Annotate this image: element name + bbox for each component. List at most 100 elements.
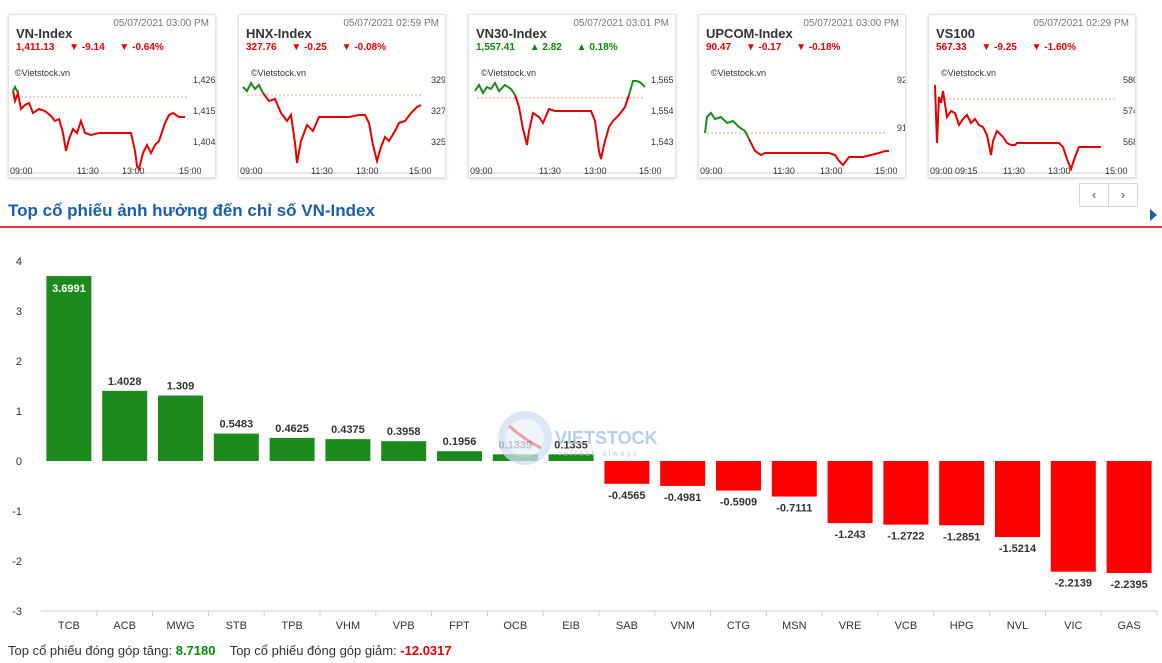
bar-eib — [548, 454, 594, 461]
data-label: 3.6991 — [52, 283, 86, 295]
card-value: 567.33 — [936, 42, 967, 53]
footer-up-label: Top cổ phiếu đóng góp tăng: — [8, 643, 173, 658]
category-label: STB — [226, 620, 247, 632]
bar-vic — [1050, 461, 1096, 572]
card-name: HNX-Index — [246, 26, 312, 41]
bar-sab — [604, 461, 650, 484]
data-label: -0.5909 — [720, 497, 757, 509]
y-tick: 568 — [1123, 137, 1135, 147]
mini-chart: ©Vietstock.vn 329 327 325 09:00 11:30 13… — [240, 68, 445, 176]
index-card-vs100[interactable]: 05/07/2021 02:29 PM VS100 567.33 ▼ -9.25… — [928, 14, 1136, 178]
card-change: ▼ -9.14 — [69, 42, 105, 53]
y-tick: 1,565 — [651, 75, 674, 85]
y-tick-label: 0 — [16, 456, 22, 468]
data-label: 0.1339 — [498, 439, 532, 451]
card-values: 327.76 ▼ -0.25 ▼ -0.08% — [246, 42, 398, 53]
data-label: 0.3958 — [387, 426, 421, 438]
footer-down-label: Top cổ phiếu đóng góp giảm: — [229, 643, 397, 658]
expand-arrow-icon[interactable] — [1150, 209, 1157, 221]
bar-gas — [1106, 461, 1152, 573]
footer-up-value: 8.7180 — [175, 643, 216, 658]
bar-stb — [213, 433, 259, 461]
card-value: 1,557.41 — [476, 42, 515, 53]
y-tick: 574 — [1123, 106, 1135, 116]
data-label: 0.5483 — [219, 419, 253, 431]
card-timestamp: 05/07/2021 03:00 PM — [803, 18, 899, 29]
card-value: 327.76 — [246, 42, 277, 53]
y-tick: 91 — [897, 123, 905, 133]
mini-chart: ©Vietstock.vn 92 91 09:00 11:30 13:00 15… — [700, 68, 905, 176]
data-label: 1.4028 — [108, 376, 142, 388]
card-values: 90.47 ▼ -0.17 ▼ -0.18% — [706, 42, 852, 53]
index-card-vn30index[interactable]: 05/07/2021 03:01 PM VN30-Index 1,557.41 … — [468, 14, 676, 178]
x-tick: 11:30 — [311, 166, 333, 176]
title-divider — [0, 226, 1162, 228]
category-label: FPT — [449, 620, 470, 632]
data-label: 0.1956 — [443, 436, 477, 448]
card-name: VS100 — [936, 26, 976, 41]
card-name: VN-Index — [16, 26, 73, 41]
card-timestamp: 05/07/2021 03:00 PM — [113, 18, 209, 29]
category-label: VPB — [393, 620, 415, 632]
bar-nvl — [995, 461, 1040, 538]
carousel-next-button[interactable]: › — [1108, 183, 1138, 207]
y-tick: 329 — [431, 75, 445, 85]
carousel-prev-button[interactable]: ‹ — [1079, 183, 1109, 207]
bar-fpt — [437, 451, 482, 461]
data-label: -2.2395 — [1110, 579, 1147, 591]
card-pct: ▼ -0.64% — [119, 42, 164, 53]
card-change: ▼ -0.17 — [745, 42, 782, 53]
card-name: VN30-Index — [476, 26, 547, 41]
y-tick-label: 4 — [16, 256, 22, 268]
index-card-vnindex[interactable]: 05/07/2021 03:00 PM VN-Index 1,411.13 ▼ … — [8, 14, 216, 178]
data-label: 0.4375 — [331, 424, 365, 436]
card-timestamp: 05/07/2021 03:01 PM — [573, 18, 669, 29]
y-tick: 327 — [431, 106, 445, 116]
category-label: TPB — [281, 620, 302, 632]
x-tick: 11:30 — [1003, 166, 1025, 176]
card-pct: ▼ -0.08% — [341, 42, 387, 53]
index-card-upcomindex[interactable]: 05/07/2021 03:00 PM UPCOM-Index 90.47 ▼ … — [698, 14, 906, 178]
data-label: -1.243 — [834, 529, 865, 541]
card-timestamp: 05/07/2021 02:59 PM — [343, 18, 439, 29]
data-label: -1.2851 — [943, 531, 980, 543]
bar-vnm — [660, 461, 706, 486]
index-card-hnxindex[interactable]: 05/07/2021 02:59 PM HNX-Index 327.76 ▼ -… — [238, 14, 446, 178]
category-label: CTG — [727, 620, 750, 632]
data-label: 1.309 — [167, 381, 195, 393]
data-label: -0.4565 — [608, 490, 645, 502]
y-tick: 325 — [431, 137, 445, 147]
data-label: -0.4981 — [664, 492, 701, 504]
x-tick: 09:00 — [240, 166, 263, 176]
category-label: VRE — [839, 620, 862, 632]
category-label: HPG — [950, 620, 974, 632]
bar-mwg — [158, 395, 203, 461]
data-label: -2.2139 — [1055, 578, 1092, 590]
x-tick: 13:00 — [820, 166, 843, 176]
bar-vpb — [381, 441, 427, 461]
bar-vre — [827, 461, 873, 524]
y-tick-label: 2 — [16, 356, 22, 368]
mini-chart: ©Vietstock.vn 1,426 1,415 1,404 09:00 11… — [10, 68, 215, 176]
card-value: 90.47 — [706, 42, 732, 53]
category-label: SAB — [616, 620, 638, 632]
card-pct: ▼ -0.18% — [796, 42, 841, 53]
x-tick: 09:00 — [700, 166, 723, 176]
card-change: ▼ -9.25 — [981, 42, 1017, 53]
x-tick: 15:00 — [639, 166, 662, 176]
x-tick: 15:00 — [1105, 166, 1128, 176]
category-label: MSN — [782, 620, 807, 632]
chart-credit: ©Vietstock.vn — [15, 68, 70, 78]
section-title: Top cổ phiếu ảnh hưởng đến chỉ số VN-Ind… — [8, 201, 375, 220]
bar-vhm — [325, 439, 371, 461]
x-tick: 13:00 — [1048, 166, 1071, 176]
mini-chart: ©Vietstock.vn 580 574 568 09:00 09:15 11… — [930, 68, 1135, 176]
data-label: -0.7111 — [776, 503, 812, 515]
y-tick-label: 1 — [16, 406, 22, 418]
x-tick: 13:00 — [356, 166, 379, 176]
x-tick: 15:00 — [875, 166, 898, 176]
category-label: VCB — [895, 620, 918, 632]
card-pct: ▼ -1.60% — [1031, 42, 1077, 53]
category-label: GAS — [1117, 620, 1140, 632]
x-tick: 09:00 — [10, 166, 33, 176]
